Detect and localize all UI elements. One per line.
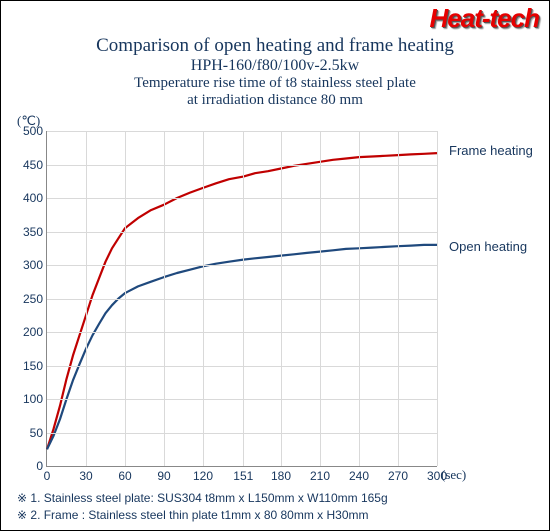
gridline-h <box>47 332 437 333</box>
chart-subtitle-desc: Temperature rise time of t8 stainless st… <box>9 75 541 110</box>
x-tick-label: 240 <box>349 466 369 483</box>
series-label: Open heating <box>449 239 527 254</box>
y-tick-label: 250 <box>13 292 47 306</box>
footnote-1: ※ 1. Stainless steel plate: SUS304 t8mm … <box>17 490 388 507</box>
gridline-v <box>86 131 87 466</box>
gridline-v <box>125 131 126 466</box>
brand-logo: Heat-tech <box>430 3 539 34</box>
plot-area: 0501001502002503003504004505000306090120… <box>46 131 437 467</box>
y-tick-label: 0 <box>13 459 47 473</box>
x-tick-label: 90 <box>157 466 170 483</box>
gridline-v <box>359 131 360 466</box>
gridline-h <box>47 366 437 367</box>
x-tick-label: 0 <box>44 466 51 483</box>
footnote-2: ※ 2. Frame : Stainless steel thin plate … <box>17 507 388 524</box>
gridline-h <box>47 232 437 233</box>
x-tick-label: 270 <box>388 466 408 483</box>
series-line <box>47 245 437 449</box>
y-tick-label: 200 <box>13 325 47 339</box>
x-tick-label: 300 <box>427 466 447 483</box>
y-tick-label: 400 <box>13 191 47 205</box>
x-tick-label: 180 <box>271 466 291 483</box>
gridline-h <box>47 433 437 434</box>
gridline-v <box>437 131 438 466</box>
subtitle-line1: Temperature rise time of t8 stainless st… <box>134 75 416 91</box>
y-tick-label: 350 <box>13 225 47 239</box>
x-tick-label: 151 <box>233 466 253 483</box>
x-tick-label: 210 <box>310 466 330 483</box>
y-tick-label: 300 <box>13 258 47 272</box>
y-tick-label: 100 <box>13 392 47 406</box>
title-block: Comparison of open heating and frame hea… <box>9 35 541 110</box>
gridline-v <box>203 131 204 466</box>
gridline-v <box>320 131 321 466</box>
gridline-h <box>47 399 437 400</box>
gridline-h <box>47 198 437 199</box>
x-tick-label: 120 <box>193 466 213 483</box>
gridline-h <box>47 265 437 266</box>
chart-subtitle-model: HPH-160/f80/100v-2.5kw <box>9 57 541 75</box>
gridline-v <box>398 131 399 466</box>
y-tick-label: 500 <box>13 124 47 138</box>
chart-container: Heat-tech Comparison of open heating and… <box>0 0 550 531</box>
chart-title: Comparison of open heating and frame hea… <box>9 35 541 57</box>
gridline-h <box>47 131 437 132</box>
subtitle-line2: at irradiation distance 80 mm <box>187 92 363 108</box>
gridline-v <box>243 131 244 466</box>
gridline-v <box>281 131 282 466</box>
gridline-v <box>164 131 165 466</box>
y-tick-label: 150 <box>13 359 47 373</box>
x-tick-label: 30 <box>79 466 92 483</box>
y-tick-label: 50 <box>13 426 47 440</box>
gridline-h <box>47 165 437 166</box>
footnotes: ※ 1. Stainless steel plate: SUS304 t8mm … <box>17 490 388 524</box>
y-tick-label: 450 <box>13 158 47 172</box>
series-label: Frame heating <box>449 143 533 158</box>
x-tick-label: 60 <box>118 466 131 483</box>
gridline-h <box>47 299 437 300</box>
